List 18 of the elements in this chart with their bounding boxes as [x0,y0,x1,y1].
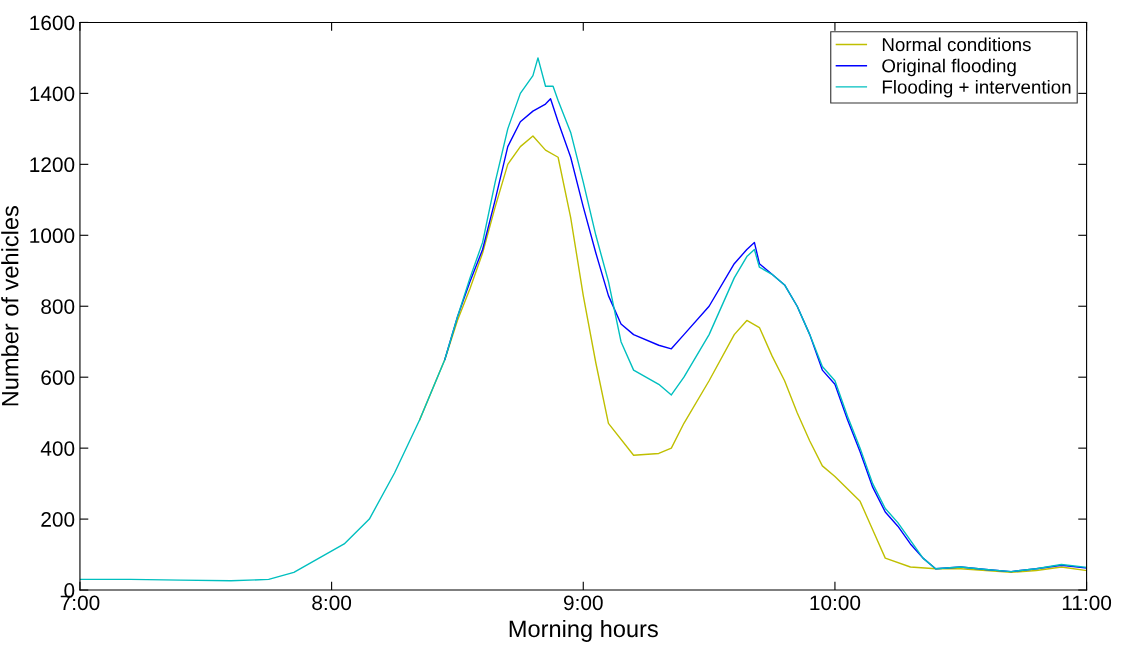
x-tick-label: 8:00 [312,595,352,611]
y-tick-label: 1400 [30,86,75,102]
legend-label: Original flooding [882,58,1016,77]
line-series [79,57,1087,582]
x-tick-label: 10:00 [810,595,861,611]
legend-label: Normal conditions [882,37,1031,52]
y-tick-label: 200 [41,512,75,527]
x-tick-label: 9:00 [563,595,603,611]
y-tick-label: 1000 [30,228,75,244]
legend-label: Flooding + intervention [882,79,1071,98]
y-tick-label: 400 [40,441,75,456]
y-tick-label: 1600 [30,15,75,31]
x-axis-title: Morning hours [509,619,658,642]
x-tick-label: 11:00 [1062,595,1112,611]
y-axis-title: Number of vehicles [1,206,19,406]
y-tick-label: 800 [41,299,75,314]
y-tick-label: 600 [41,370,75,385]
y-tick-label: 1200 [30,157,75,173]
